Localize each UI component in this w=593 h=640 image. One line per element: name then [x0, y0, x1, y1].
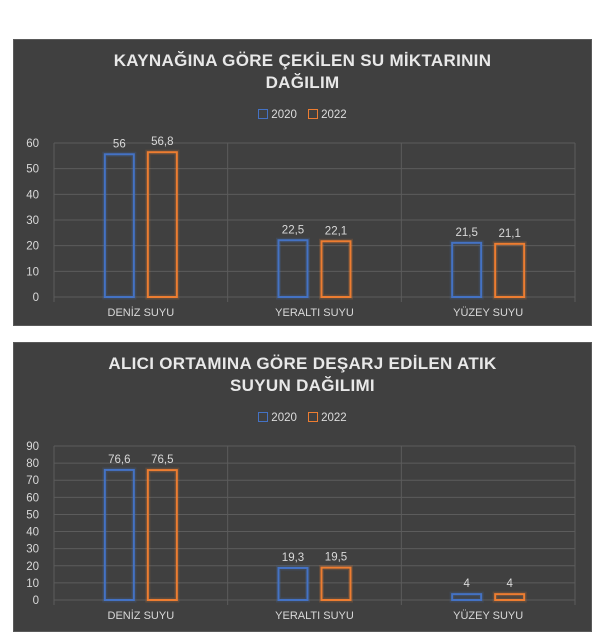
x-category-label: YÜZEY SUYU	[453, 610, 523, 622]
data-label: 22,1	[325, 225, 347, 237]
data-label: 21,5	[455, 227, 477, 239]
bar-glow	[319, 565, 353, 603]
bar-glow	[449, 240, 484, 300]
chart-panel-withdrawn-water: KAYNAĞINA GÖRE ÇEKİLEN SU MİKTARININ DAĞ…	[13, 39, 592, 326]
data-label: 56	[113, 138, 126, 150]
data-label: 4	[506, 578, 513, 590]
y-tick-label: 0	[33, 292, 39, 304]
bar-glow	[319, 238, 353, 300]
bar-2020	[451, 241, 483, 298]
y-tick-label: 30	[26, 215, 39, 227]
data-label: 22,5	[282, 224, 304, 236]
legend-swatch-2020	[258, 109, 269, 119]
bar-2022	[494, 593, 526, 601]
data-label: 19,3	[282, 552, 304, 564]
bar-glow	[492, 241, 527, 300]
y-tick-label: 50	[26, 509, 39, 521]
x-category-label: DENİZ SUYU	[108, 609, 175, 622]
y-tick-label: 60	[26, 138, 39, 150]
bar-glow	[102, 151, 137, 300]
bar-2020	[451, 593, 483, 601]
legend-swatch-2022	[308, 109, 319, 119]
bar-glow	[276, 565, 310, 603]
chart-title-line-2: DAĞILIM	[265, 73, 340, 92]
chart-title-line-1: KAYNAĞINA GÖRE ÇEKİLEN SU MİKTARININ	[113, 51, 492, 70]
chart-title: KAYNAĞINA GÖRE ÇEKİLEN SU MİKTARININ DAĞ…	[14, 50, 591, 94]
x-category-label: DENİZ SUYU	[108, 306, 175, 319]
data-label: 76,6	[108, 454, 130, 466]
bar-glow	[102, 467, 137, 603]
bar-chart-plot: 0 10 20 30 40 50 60 70 80 90 76,6 76,5 DENİZ SUYU 19,…	[26, 441, 576, 622]
chart-title-line-1: ALICI ORTAMINA GÖRE DEŞARJ EDİLEN ATIK	[108, 354, 497, 373]
legend-swatch-2022	[308, 412, 319, 422]
y-tick-label: 70	[26, 475, 39, 487]
data-label: 4	[463, 578, 470, 590]
data-label: 19,5	[325, 552, 347, 564]
bar-chart-plot: 0 10 20 30 40 50 60 56 56,8 DENİZ SUYU 22,5 22,1 YER…	[26, 136, 576, 319]
y-tick-label: 10	[26, 266, 39, 278]
bar-glow	[145, 149, 180, 300]
legend-item-2020: 2020	[258, 109, 297, 121]
y-tick-label: 90	[26, 441, 39, 453]
chart-legend: 2020 2022	[14, 109, 591, 121]
bar-glow	[276, 237, 310, 300]
y-tick-label: 40	[26, 189, 39, 201]
data-label: 21,1	[498, 228, 520, 240]
y-tick-label: 30	[26, 544, 39, 556]
legend-swatch-2020	[258, 412, 269, 422]
chart-panel-discharged-wastewater: ALICI ORTAMINA GÖRE DEŞARJ EDİLEN ATIK S…	[13, 342, 592, 632]
bar-glow	[145, 467, 180, 603]
bar-2022	[146, 151, 178, 298]
x-category-label: YERALTI SUYU	[275, 307, 354, 319]
legend-item-2022: 2022	[308, 109, 347, 121]
y-tick-label: 0	[33, 595, 39, 607]
legend-label-2020: 2020	[271, 109, 297, 121]
bar-2020	[277, 566, 309, 601]
chart-legend: 2020 2022	[14, 412, 591, 424]
bar-2022	[320, 566, 352, 601]
bar-2020	[277, 239, 309, 298]
legend-label-2020: 2020	[271, 412, 297, 424]
y-tick-label: 20	[26, 241, 39, 253]
data-label: 76,5	[151, 454, 173, 466]
y-tick-label: 60	[26, 492, 39, 504]
y-tick-label: 20	[26, 561, 39, 573]
bar-2020	[103, 153, 135, 299]
legend-label-2022: 2022	[321, 109, 347, 121]
chart-title: ALICI ORTAMINA GÖRE DEŞARJ EDİLEN ATIK S…	[14, 353, 591, 397]
legend-label-2022: 2022	[321, 412, 347, 424]
legend-item-2020: 2020	[258, 412, 297, 424]
y-tick-label: 80	[26, 458, 39, 470]
x-category-label: YÜZEY SUYU	[453, 307, 523, 319]
bar-2022	[320, 240, 352, 299]
bar-2022	[494, 242, 526, 299]
data-label: 56,8	[151, 136, 173, 148]
x-category-label: YERALTI SUYU	[275, 610, 354, 622]
y-tick-label: 40	[26, 527, 39, 539]
chart-title-line-2: SUYUN DAĞILIMI	[230, 376, 375, 395]
legend-item-2022: 2022	[308, 412, 347, 424]
bar-2022	[146, 469, 178, 601]
y-tick-label: 50	[26, 164, 39, 176]
bar-2020	[103, 468, 135, 601]
y-tick-label: 10	[26, 578, 39, 590]
